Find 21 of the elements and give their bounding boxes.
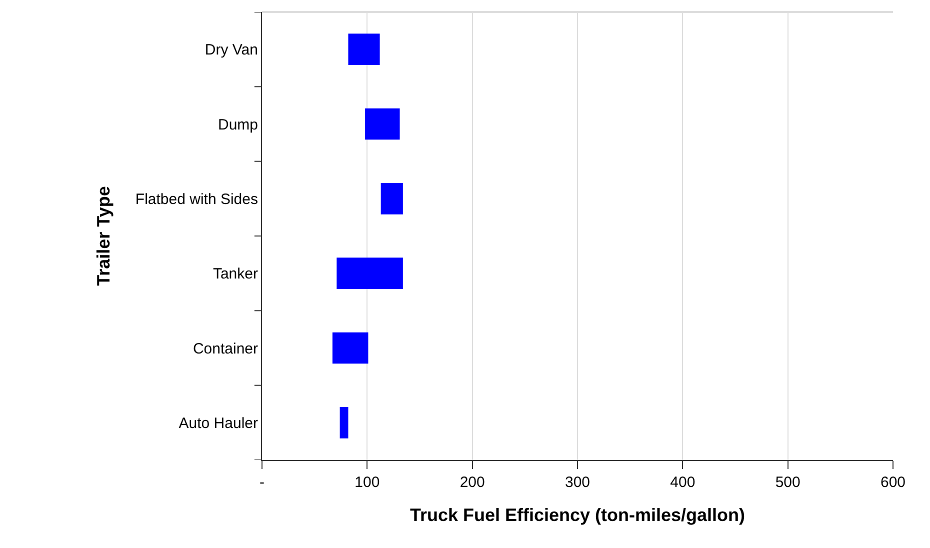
y-tick-label: Dry Van bbox=[204, 42, 258, 59]
x-tick-label: 500 bbox=[775, 474, 800, 491]
bar bbox=[340, 406, 348, 438]
y-tick-label: Auto Hauler bbox=[178, 414, 258, 432]
x-tick-label: 200 bbox=[460, 474, 485, 491]
x-tick-label: 100 bbox=[354, 474, 380, 491]
y-tick-label: Tanker bbox=[212, 266, 258, 283]
y-axis-title: Trailer Type bbox=[94, 186, 114, 286]
x-tick-label: 600 bbox=[880, 474, 906, 491]
x-tick-label: 400 bbox=[670, 474, 696, 491]
bar bbox=[365, 108, 400, 140]
bar bbox=[348, 34, 380, 66]
x-tick-label: - bbox=[260, 474, 264, 491]
y-tick-label: Flatbed with Sides bbox=[135, 190, 258, 208]
bar bbox=[332, 332, 368, 364]
bar bbox=[380, 182, 403, 214]
x-tick-label: 300 bbox=[564, 474, 590, 491]
y-tick-label: Dump bbox=[218, 116, 258, 134]
x-axis-title: Truck Fuel Efficiency (ton-miles/gallon) bbox=[410, 505, 746, 526]
bar bbox=[336, 258, 403, 290]
y-tick-label: Container bbox=[192, 340, 258, 358]
